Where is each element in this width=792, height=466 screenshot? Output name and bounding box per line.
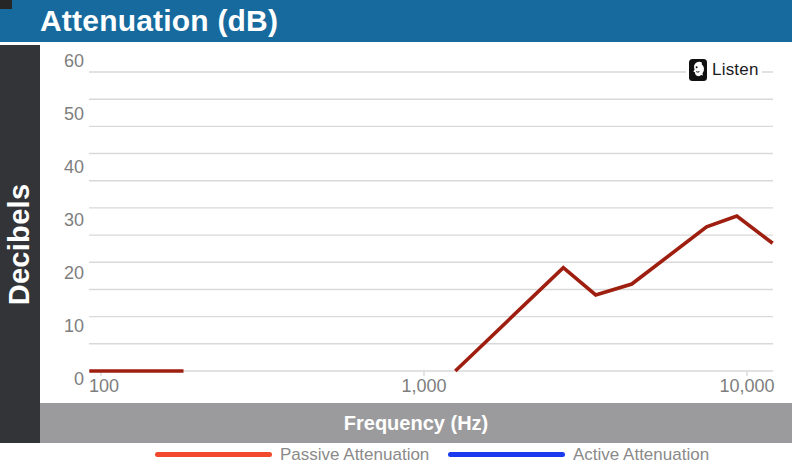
attenuation-chart-window: Attenuation (dB) Decibels 60504030201001… xyxy=(0,0,792,466)
chart-title-bar: Attenuation (dB) xyxy=(0,0,792,42)
listen-logo-text: Listen xyxy=(712,60,759,80)
passive-attenuation-legend-line xyxy=(155,452,272,457)
y-tick-label: 20 xyxy=(64,263,84,283)
passive-attenuation-legend-label: Passive Attenuation xyxy=(280,445,429,465)
legend: Passive Attenuation Active Attenuation xyxy=(0,443,792,466)
y-tick-label: 30 xyxy=(64,210,84,230)
corner-notch xyxy=(0,0,12,9)
y-tick-label: 40 xyxy=(64,157,84,177)
legend-item-passive-attenuation: Passive Attenuation xyxy=(155,443,429,466)
y-axis-title-bar: Decibels xyxy=(0,45,40,443)
y-tick-label: 10 xyxy=(64,316,84,336)
series-line-passive-attenuation xyxy=(455,216,772,371)
y-tick-label: 60 xyxy=(64,51,84,71)
x-tick-label: 10,000 xyxy=(719,376,774,396)
listen-face-icon xyxy=(689,59,707,81)
x-tick-label: 1,000 xyxy=(401,376,446,396)
legend-item-active-attenuation: Active Attenuation xyxy=(448,443,709,466)
chart-plot-region: 60504030201001001,00010,000 Listen xyxy=(40,42,792,403)
attenuation-line-chart: 60504030201001001,00010,000 xyxy=(40,42,792,403)
y-axis-title: Decibels xyxy=(4,183,37,305)
y-tick-label: 50 xyxy=(64,104,84,124)
active-attenuation-legend-line xyxy=(448,452,565,457)
y-tick-label: 0 xyxy=(74,369,84,389)
x-axis-title-bar: Frequency (Hz) xyxy=(40,403,792,443)
active-attenuation-legend-label: Active Attenuation xyxy=(573,445,709,465)
listen-logo: Listen xyxy=(686,58,762,82)
x-tick-label: 100 xyxy=(89,376,119,396)
page-title: Attenuation (dB) xyxy=(40,4,278,38)
x-axis-title: Frequency (Hz) xyxy=(344,412,488,435)
